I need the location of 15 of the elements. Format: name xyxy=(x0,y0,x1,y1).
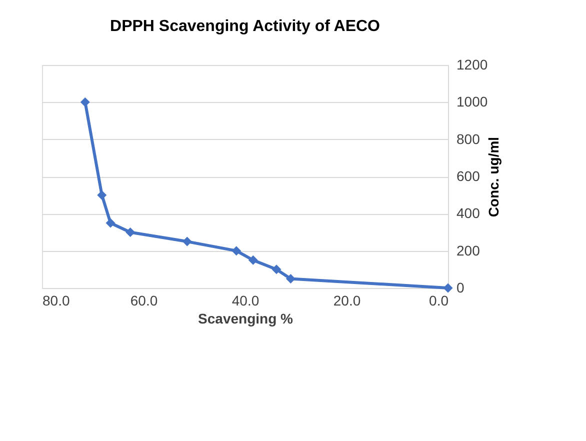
y-tick-label: 800 xyxy=(456,130,480,147)
x-tick-label: 40.0 xyxy=(232,292,260,308)
chart-title: DPPH Scavenging Activity of AECO xyxy=(110,18,380,35)
y-tick-label: 200 xyxy=(456,242,480,258)
x-tick-label: 60.0 xyxy=(130,292,158,308)
y-tick-label: 600 xyxy=(456,168,480,184)
y-axis-title: Conc. ug/ml xyxy=(486,136,502,218)
y-tick-label: 1000 xyxy=(456,94,488,110)
x-tick-label: 20.0 xyxy=(333,292,361,308)
x-tick-label: 80.0 xyxy=(42,292,70,308)
y-tick-label: 400 xyxy=(456,205,480,222)
x-axis-title: Scavenging % xyxy=(198,310,294,326)
y-tick-label: 0 xyxy=(456,280,464,296)
x-tick-label: 0.0 xyxy=(429,292,449,308)
y-tick-label: 1200 xyxy=(456,56,488,72)
